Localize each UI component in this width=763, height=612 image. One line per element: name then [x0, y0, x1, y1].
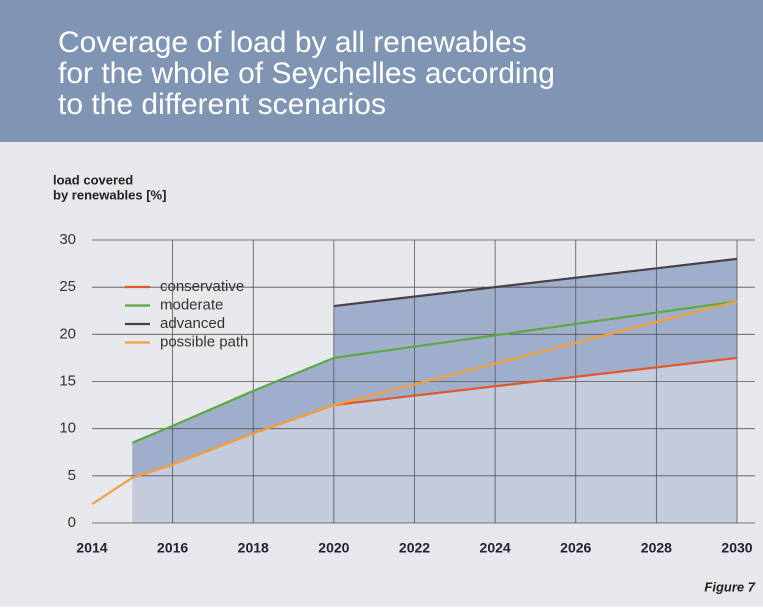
y-tick-label: 20 — [59, 325, 76, 342]
series-line — [131, 300, 738, 444]
x-tick-label: 2014 — [76, 540, 107, 556]
y-tick-label: 15 — [59, 372, 76, 389]
legend-label: moderate — [160, 296, 223, 313]
x-tick-label: 2030 — [721, 540, 752, 556]
legend-label: possible path — [160, 333, 248, 350]
caption: Figure 7 — [704, 579, 755, 594]
y-tick-label: 0 — [68, 514, 76, 531]
series-line — [91, 300, 738, 506]
chart-title: to the different scenarios — [58, 88, 386, 121]
legend-label: advanced — [160, 315, 225, 332]
x-tick-label: 2026 — [560, 540, 591, 556]
x-tick-label: 2018 — [238, 540, 269, 556]
y-tick-label: 25 — [59, 278, 76, 295]
x-tick-label: 2028 — [641, 540, 672, 556]
y-axis-label: load covered — [53, 172, 133, 187]
x-tick-label: 2024 — [480, 540, 511, 556]
chart-title: for the whole of Seychelles according — [58, 57, 555, 90]
y-axis-label: by renewables [%] — [53, 187, 166, 202]
y-tick-label: 5 — [68, 467, 76, 484]
band-area — [132, 258, 737, 478]
x-tick-label: 2020 — [318, 540, 349, 556]
x-tick-label: 2022 — [399, 540, 430, 556]
lower-area — [132, 357, 737, 523]
y-tick-label: 30 — [59, 231, 76, 248]
header — [0, 0, 763, 142]
series-line — [333, 257, 738, 308]
legend-label: conservative — [160, 278, 244, 295]
x-tick-label: 2016 — [157, 540, 188, 556]
chart-title: Coverage of load by all renewables — [58, 26, 527, 59]
y-tick-label: 10 — [59, 420, 76, 437]
